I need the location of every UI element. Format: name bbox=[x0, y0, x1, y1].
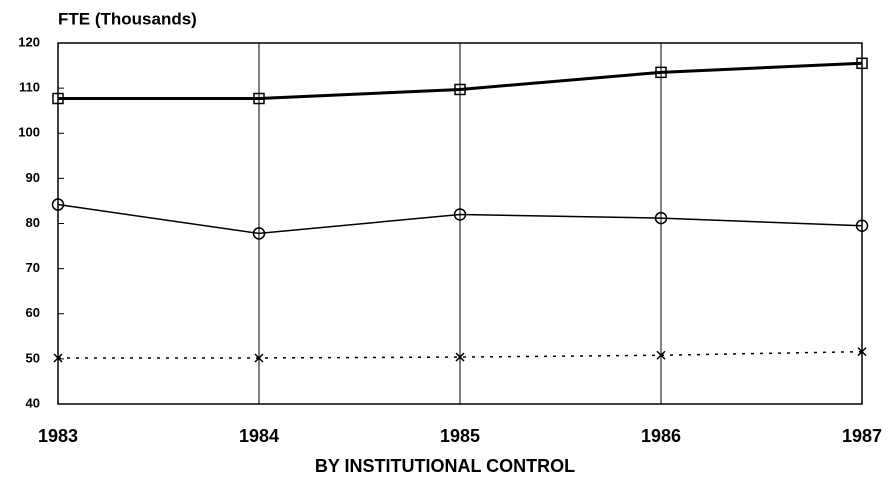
y-tick-label: 100 bbox=[18, 125, 40, 140]
y-tick-label: 120 bbox=[18, 34, 40, 49]
x-tick-label: 1985 bbox=[440, 426, 480, 446]
marker bbox=[655, 66, 667, 79]
y-tick-label: 90 bbox=[26, 170, 40, 185]
marker bbox=[857, 347, 867, 357]
marker bbox=[51, 198, 65, 211]
x-tick-label: 1986 bbox=[641, 426, 681, 446]
marker bbox=[252, 227, 266, 240]
marker bbox=[856, 57, 868, 70]
x-axis-label: BY INSTITUTIONAL CONTROL bbox=[315, 456, 575, 476]
marker bbox=[453, 208, 467, 221]
marker bbox=[53, 353, 63, 363]
marker bbox=[254, 353, 264, 363]
x-tick-label: 1984 bbox=[239, 426, 279, 446]
y-tick-label: 80 bbox=[26, 215, 40, 230]
marker bbox=[654, 211, 668, 225]
y-tick-label: 70 bbox=[26, 260, 40, 275]
marker bbox=[454, 83, 466, 96]
y-tick-label: 110 bbox=[19, 80, 40, 95]
y-tick-label: 60 bbox=[26, 305, 40, 320]
series-line bbox=[57, 203, 863, 235]
y-tick-label: 50 bbox=[26, 350, 40, 365]
x-tick-label: 1987 bbox=[842, 426, 882, 446]
y-tick-label: 40 bbox=[26, 395, 40, 410]
marker bbox=[455, 352, 465, 362]
marker bbox=[855, 219, 869, 233]
marker bbox=[656, 350, 666, 360]
chart-title: FTE (Thousands) bbox=[58, 9, 197, 28]
marker bbox=[253, 92, 265, 105]
marker bbox=[52, 92, 64, 105]
x-tick-label: 1983 bbox=[38, 426, 78, 446]
series-line bbox=[58, 61, 863, 101]
